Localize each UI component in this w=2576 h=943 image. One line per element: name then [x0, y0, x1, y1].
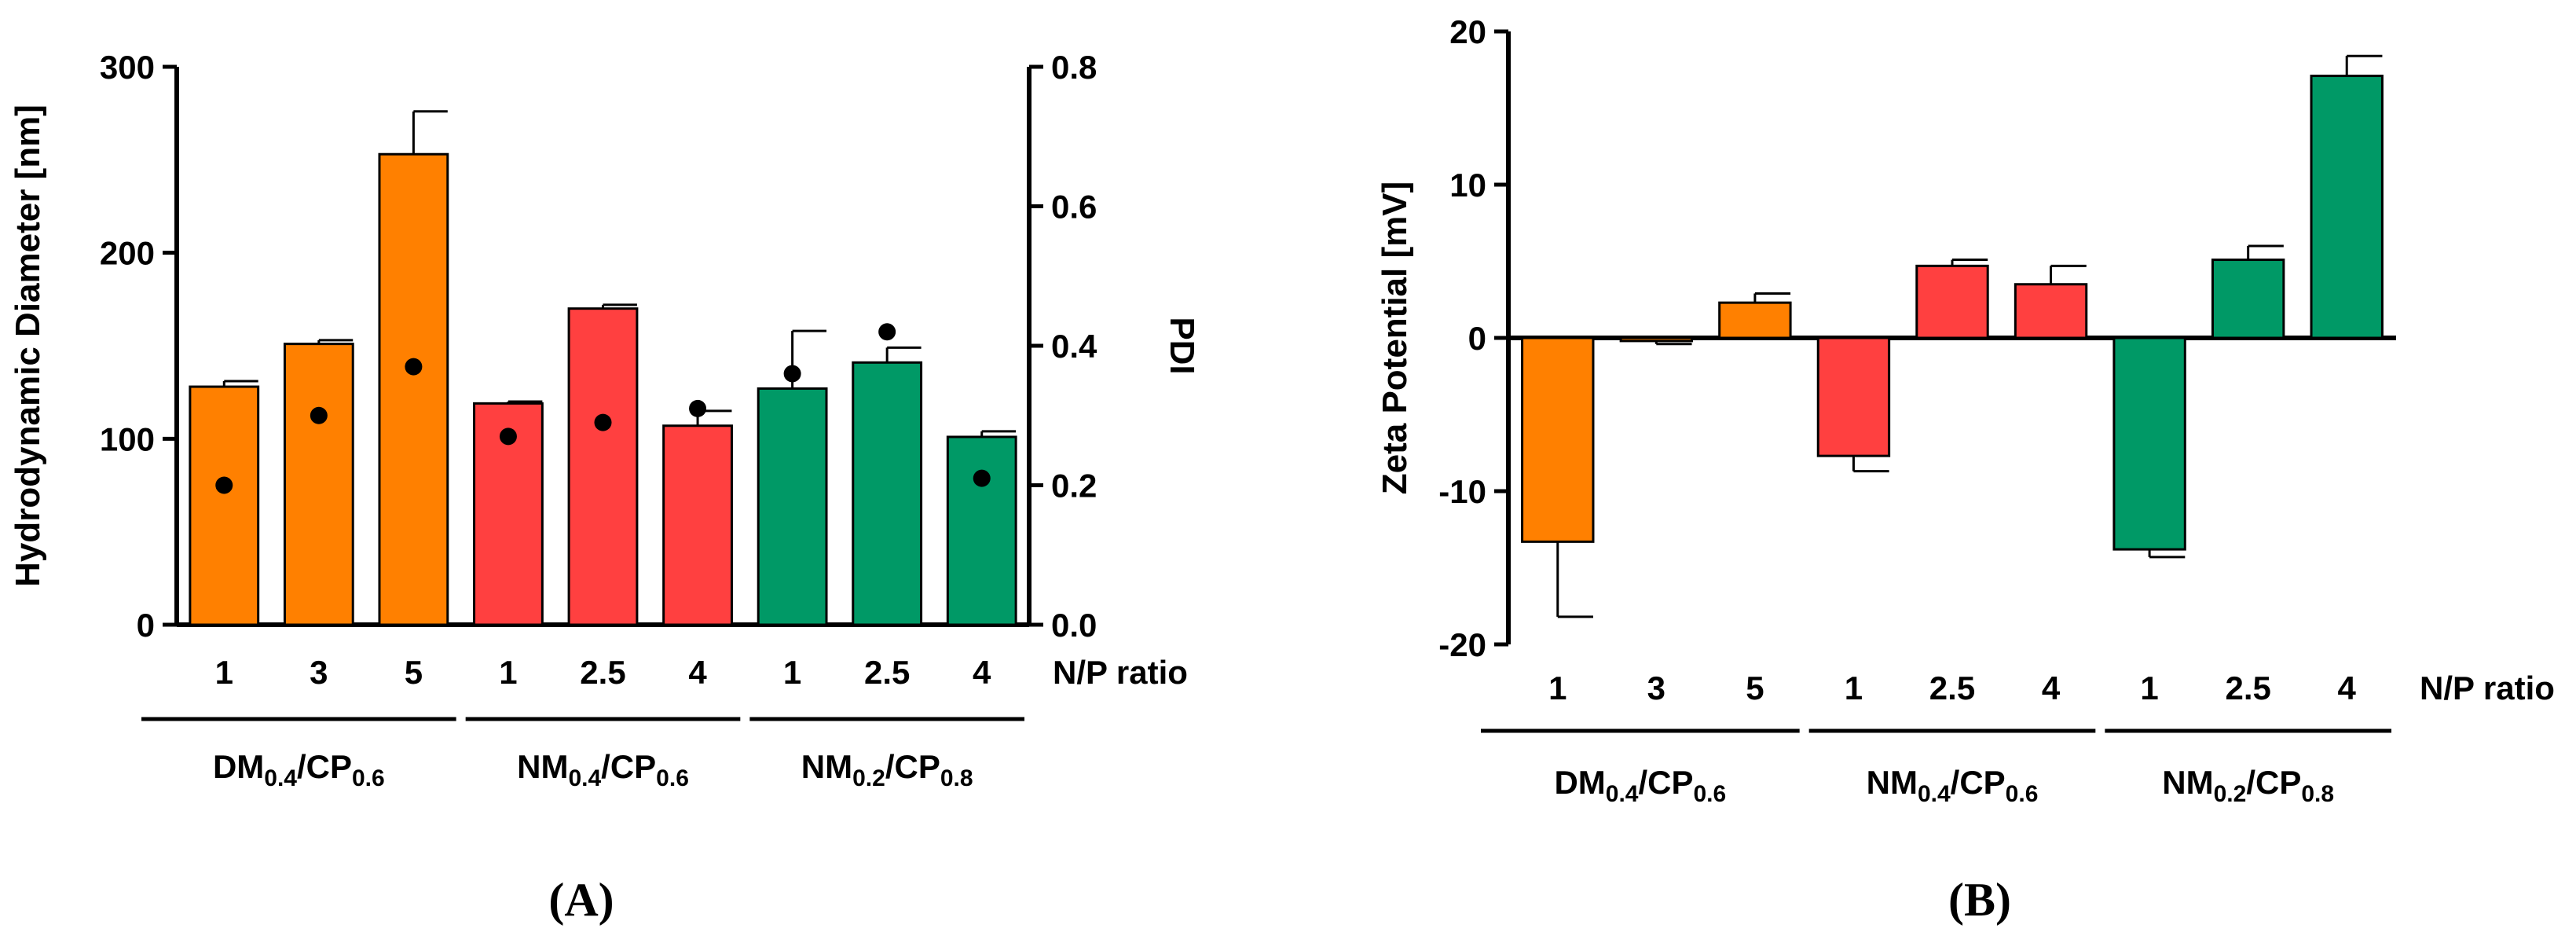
group-label-1: NM0.4/CP0.6 — [517, 748, 689, 791]
group-label-0: DM0.4/CP0.6 — [1554, 764, 1726, 807]
y-right-tick-label: 0.4 — [1051, 328, 1097, 365]
x-tick-label: 4 — [2042, 670, 2061, 706]
x-tick-label: 1 — [2140, 670, 2158, 706]
group-label-2: NM0.2/CP0.8 — [801, 748, 973, 791]
y-right-tick-label: 0.2 — [1051, 468, 1097, 505]
group-label-2: NM0.2/CP0.8 — [2162, 764, 2334, 807]
y-tick-label: 10 — [1449, 167, 1486, 204]
panel-label: (B) — [1948, 874, 2011, 926]
x-tick-label: 5 — [1746, 670, 1764, 706]
bar — [1718, 301, 1792, 339]
bar — [1915, 264, 1989, 339]
pdi-dot — [310, 406, 328, 424]
pdi-dot — [878, 323, 896, 341]
x-tick-label: 1 — [1845, 670, 1863, 706]
bar — [1619, 336, 1694, 343]
y-axis-title: Zeta Potential [mV] — [1376, 182, 1414, 495]
x-tick-label: 3 — [310, 654, 328, 691]
x-axis-title: N/P ratio — [1053, 654, 1188, 691]
bar — [2310, 75, 2384, 339]
bar — [852, 361, 923, 626]
bar — [2112, 336, 2186, 551]
pdi-dot — [405, 358, 423, 376]
x-tick-label: 2.5 — [1929, 670, 1975, 706]
x-tick-label: 1 — [499, 654, 517, 691]
panel-label: (A) — [548, 874, 614, 926]
y-tick-label: 300 — [100, 49, 155, 86]
bar — [946, 435, 1017, 626]
pdi-dot — [499, 427, 517, 446]
pdi-dot — [783, 365, 801, 383]
pdi-dot — [594, 413, 612, 431]
x-axis-title: N/P ratio — [2420, 670, 2555, 706]
bar — [1521, 336, 1595, 543]
pdi-dot — [215, 476, 233, 494]
panel-a-hydrodynamic-chart: 0 100 200 300 Hydrodynamic Diameter [nm] 1 3 5 1… — [9, 49, 1201, 926]
y-right-tick-label: 0.8 — [1051, 49, 1097, 86]
x-tick-label: 4 — [973, 654, 991, 691]
y-tick-label: 200 — [100, 235, 155, 272]
y-tick-label: 0 — [137, 607, 155, 644]
y-tick-label: 20 — [1449, 13, 1486, 50]
panel-b-zeta-chart: -20 -10 0 10 20 Zeta Potential [mV] 1 3 5 1 2.5 4 1 2… — [1376, 13, 2555, 926]
x-tick-label: 3 — [1647, 670, 1665, 706]
y-tick-label: -20 — [1438, 626, 1486, 663]
x-tick-label: 2.5 — [580, 654, 625, 691]
x-tick-label: 2.5 — [864, 654, 910, 691]
x-tick-label: 4 — [688, 654, 707, 691]
x-tick-label: 2.5 — [2225, 670, 2270, 706]
bar — [283, 343, 354, 626]
x-tick-label: 4 — [2338, 670, 2357, 706]
pdi-dot — [973, 469, 991, 487]
y-right-tick-label: 0.0 — [1051, 607, 1097, 644]
y-axis-title: Hydrodynamic Diameter [nm] — [9, 105, 47, 587]
bar — [2014, 283, 2088, 339]
bar — [189, 385, 260, 626]
y-tick-label: -10 — [1438, 473, 1486, 510]
x-tick-label: 5 — [405, 654, 423, 691]
bar — [662, 424, 733, 626]
pdi-dot — [689, 399, 707, 417]
x-tick-label: 1 — [1548, 670, 1566, 706]
bar — [378, 152, 449, 626]
y-tick-label: 0 — [1468, 320, 1486, 357]
y-right-tick-label: 0.6 — [1051, 189, 1097, 226]
y-right-axis-title: PDI — [1163, 317, 1201, 374]
x-tick-label: 1 — [783, 654, 801, 691]
x-tick-label: 1 — [215, 654, 233, 691]
bar — [1816, 336, 1891, 457]
group-label-0: DM0.4/CP0.6 — [213, 748, 385, 791]
bar — [2211, 259, 2285, 339]
y-tick-label: 100 — [100, 420, 155, 457]
group-label-1: NM0.4/CP0.6 — [1867, 764, 2039, 807]
bar — [567, 307, 639, 626]
bar — [757, 387, 828, 626]
